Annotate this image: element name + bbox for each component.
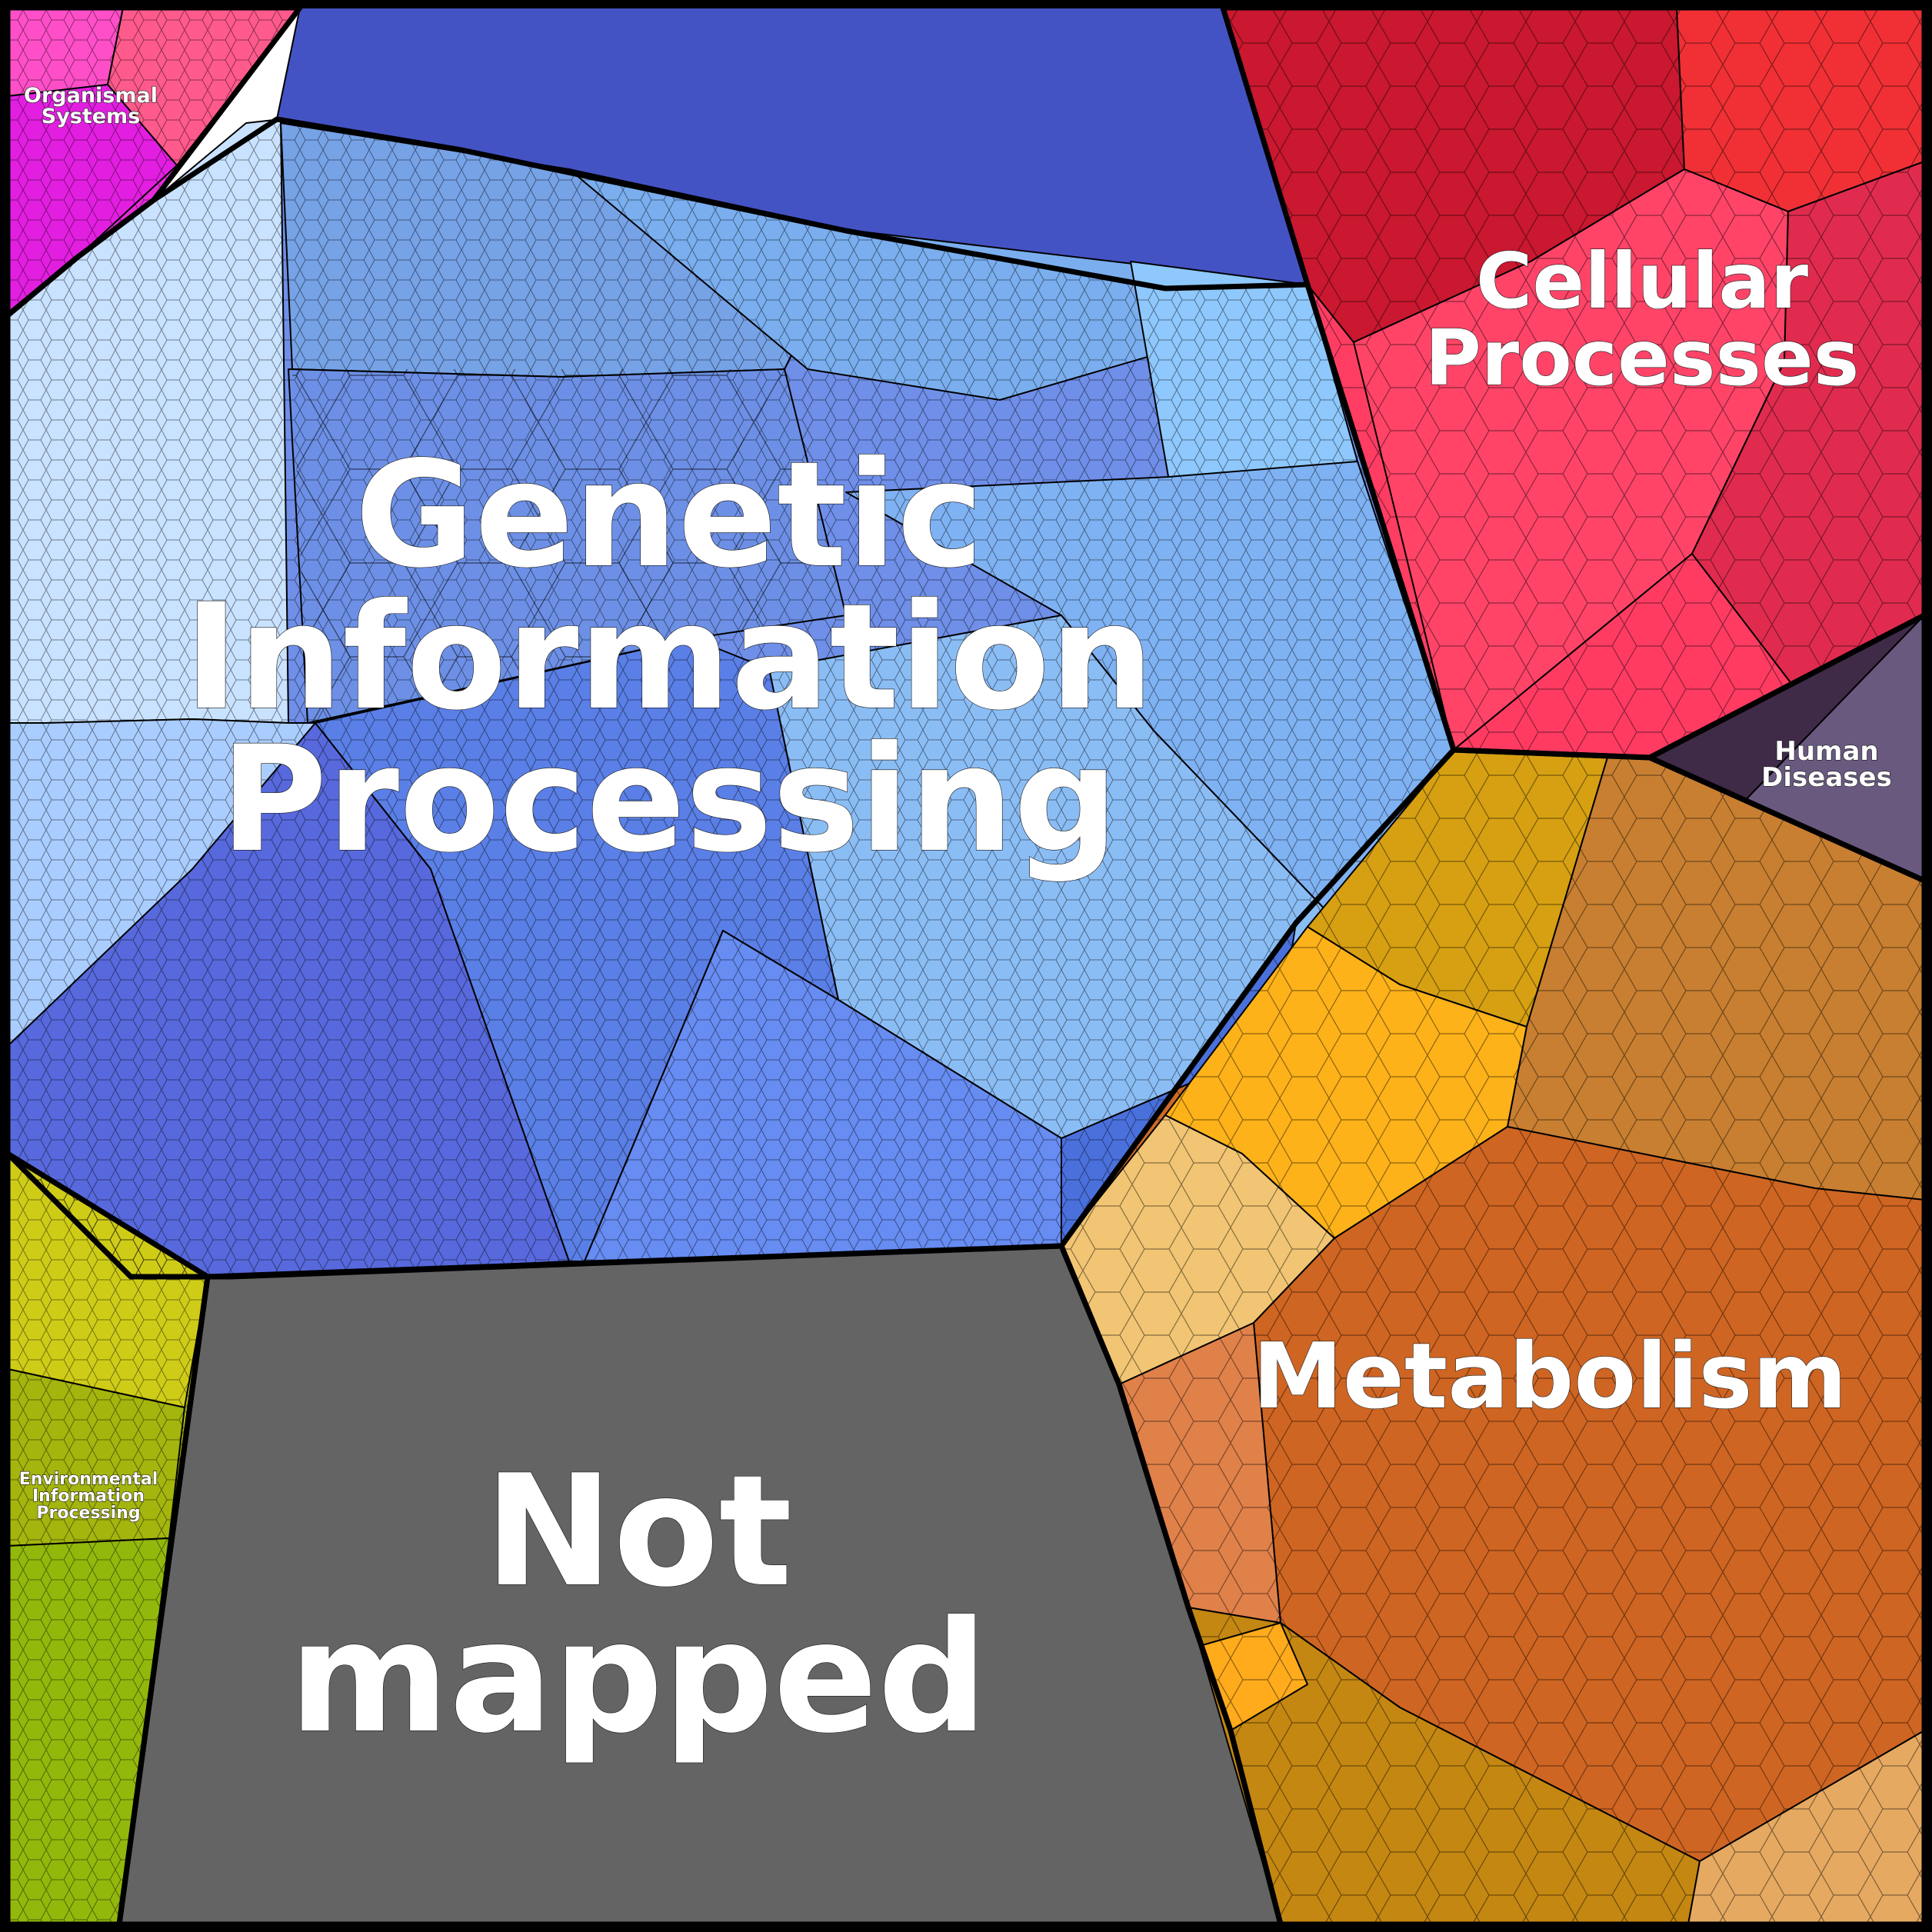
category-label-line: Not: [485, 1442, 792, 1621]
cell-texture-5: [8, 1154, 208, 1924]
category-label-line: Organismal: [24, 84, 158, 108]
category-label-environmental-information-processing: Environmental Information Processing: [19, 1470, 158, 1523]
cell-texture-2: [292, 369, 846, 723]
category-label-organismal-systems: Organismal Systems: [24, 84, 158, 128]
category-label-line: Genetic: [355, 430, 984, 600]
category-label-line: Human: [1774, 736, 1878, 767]
category-label-metabolism: Metabolism: [1252, 1323, 1847, 1429]
category-label-line: Processing: [220, 715, 1118, 884]
category-label-line: Environmental: [19, 1470, 158, 1489]
category-label-line: Information: [185, 572, 1154, 742]
category-label-cellular-processes: Cellular Processes: [1425, 236, 1860, 403]
category-label-line: Processing: [36, 1504, 140, 1523]
category-label-human-diseases: Human Diseases: [1761, 736, 1892, 793]
category-fill-5: [119, 1246, 1281, 1924]
category-label-line: Diseases: [1761, 762, 1892, 793]
cell-texture-4: [1061, 750, 1924, 1924]
category-label-line: Systems: [42, 105, 141, 128]
category-label-line: Information: [32, 1487, 145, 1506]
category-label-line: mapped: [289, 1588, 988, 1767]
category-label-line: Processes: [1425, 313, 1860, 403]
category-label-not-mapped: Not mapped: [289, 1442, 988, 1767]
category-label-genetic-information-processing: Genetic Information Processing: [185, 430, 1154, 884]
cell-texture-6: [8, 8, 300, 315]
category-label-line: Metabolism: [1252, 1323, 1847, 1429]
category-label-line: Cellular: [1476, 236, 1809, 326]
